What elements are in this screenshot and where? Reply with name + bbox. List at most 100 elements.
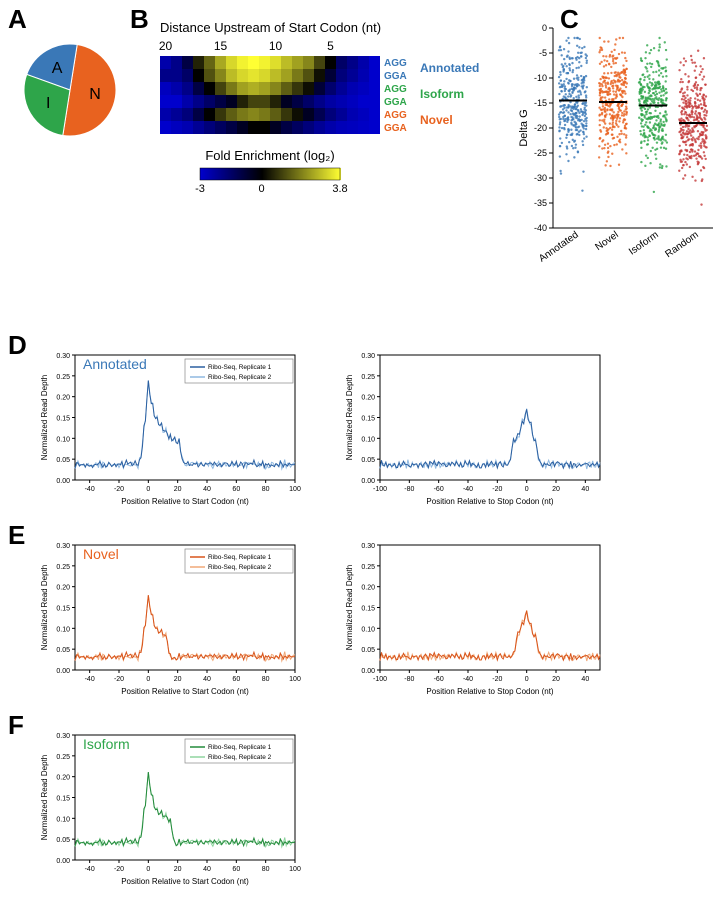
- svg-text:0.10: 0.10: [361, 436, 375, 443]
- svg-text:0.30: 0.30: [56, 353, 70, 360]
- panel-b-heatmap: Distance Upstream of Start Codon (nt)201…: [150, 18, 510, 228]
- panel-a-pie: N A I: [15, 35, 125, 145]
- svg-text:20: 20: [174, 866, 182, 873]
- svg-text:3.8: 3.8: [332, 183, 347, 195]
- svg-text:AGG: AGG: [384, 84, 407, 95]
- svg-text:A: A: [52, 60, 63, 77]
- svg-text:Fold Enrichment (log₂): Fold Enrichment (log₂): [205, 148, 334, 163]
- svg-text:40: 40: [203, 866, 211, 873]
- svg-text:0.05: 0.05: [361, 647, 375, 654]
- svg-text:-20: -20: [114, 486, 124, 493]
- svg-text:-30: -30: [534, 173, 547, 183]
- svg-text:Novel: Novel: [83, 546, 119, 562]
- svg-text:0.05: 0.05: [56, 647, 70, 654]
- svg-text:-40: -40: [534, 223, 547, 233]
- svg-text:Delta G: Delta G: [518, 109, 530, 146]
- svg-text:Ribo-Seq, Replicate 2: Ribo-Seq, Replicate 2: [208, 754, 272, 761]
- svg-text:Normalized Read Depth: Normalized Read Depth: [345, 375, 354, 460]
- svg-text:Position Relative to Start Cod: Position Relative to Start Codon (nt): [121, 877, 249, 886]
- svg-text:AGG: AGG: [384, 110, 407, 121]
- svg-text:Annotated: Annotated: [537, 229, 581, 264]
- panel-a-label: A: [8, 4, 27, 35]
- svg-text:N: N: [89, 86, 101, 103]
- svg-text:-25: -25: [534, 148, 547, 158]
- svg-text:0.10: 0.10: [56, 436, 70, 443]
- svg-text:0.15: 0.15: [361, 416, 375, 423]
- svg-text:60: 60: [232, 676, 240, 683]
- svg-text:Isoform: Isoform: [627, 229, 661, 257]
- svg-text:0.30: 0.30: [361, 543, 375, 550]
- svg-text:GGA: GGA: [384, 123, 407, 134]
- svg-text:0.10: 0.10: [361, 626, 375, 633]
- svg-text:0: 0: [259, 183, 265, 195]
- svg-text:0.15: 0.15: [56, 606, 70, 613]
- svg-text:Position Relative to Stop Codo: Position Relative to Stop Codon (nt): [426, 687, 554, 696]
- svg-text:20: 20: [159, 39, 173, 53]
- svg-text:0: 0: [525, 676, 529, 683]
- svg-text:20: 20: [174, 676, 182, 683]
- panel-c-strip: 0-5-10-15-20-25-30-35-40Delta GAnnotated…: [515, 20, 725, 280]
- svg-text:-80: -80: [404, 676, 414, 683]
- svg-text:Novel: Novel: [593, 229, 620, 253]
- svg-text:0.00: 0.00: [361, 478, 375, 485]
- svg-text:0.05: 0.05: [56, 457, 70, 464]
- svg-text:0.30: 0.30: [56, 543, 70, 550]
- svg-text:Distance Upstream of Start Cod: Distance Upstream of Start Codon (nt): [160, 20, 381, 35]
- svg-text:0.05: 0.05: [56, 837, 70, 844]
- svg-text:Isoform: Isoform: [83, 736, 130, 752]
- svg-text:-20: -20: [114, 866, 124, 873]
- svg-text:0: 0: [146, 866, 150, 873]
- svg-text:-40: -40: [463, 486, 473, 493]
- svg-text:0.25: 0.25: [56, 374, 70, 381]
- svg-text:0.20: 0.20: [56, 775, 70, 782]
- svg-text:0.30: 0.30: [361, 353, 375, 360]
- svg-text:Novel: Novel: [420, 113, 453, 127]
- svg-text:0: 0: [542, 23, 547, 33]
- svg-text:Random: Random: [663, 229, 700, 260]
- svg-text:-60: -60: [434, 486, 444, 493]
- svg-text:GGA: GGA: [384, 71, 407, 82]
- svg-text:0: 0: [146, 486, 150, 493]
- svg-text:0.25: 0.25: [56, 564, 70, 571]
- svg-text:Isoform: Isoform: [420, 87, 464, 101]
- svg-text:-15: -15: [534, 98, 547, 108]
- svg-text:-20: -20: [492, 486, 502, 493]
- svg-text:Position Relative to Start Cod: Position Relative to Start Codon (nt): [121, 687, 249, 696]
- svg-text:40: 40: [203, 486, 211, 493]
- svg-text:Ribo-Seq, Replicate 2: Ribo-Seq, Replicate 2: [208, 564, 272, 571]
- svg-text:Ribo-Seq, Replicate 1: Ribo-Seq, Replicate 1: [208, 364, 272, 371]
- svg-text:0.20: 0.20: [56, 585, 70, 592]
- svg-text:Ribo-Seq, Replicate 1: Ribo-Seq, Replicate 1: [208, 744, 272, 751]
- svg-text:0.25: 0.25: [361, 374, 375, 381]
- svg-text:-3: -3: [195, 183, 205, 195]
- svg-text:Normalized Read Depth: Normalized Read Depth: [345, 565, 354, 650]
- svg-text:0.20: 0.20: [361, 395, 375, 402]
- svg-text:-35: -35: [534, 198, 547, 208]
- svg-text:0.10: 0.10: [56, 626, 70, 633]
- svg-text:100: 100: [289, 866, 301, 873]
- svg-text:-40: -40: [85, 486, 95, 493]
- panel-e-label: E: [8, 520, 25, 551]
- svg-text:0: 0: [525, 486, 529, 493]
- svg-text:-5: -5: [539, 48, 547, 58]
- svg-text:60: 60: [232, 866, 240, 873]
- svg-text:-100: -100: [373, 676, 387, 683]
- svg-text:-10: -10: [534, 73, 547, 83]
- panel-e-right: 0.000.050.100.150.200.250.30-100-80-60-4…: [340, 535, 620, 705]
- svg-text:20: 20: [552, 676, 560, 683]
- svg-text:Normalized Read Depth: Normalized Read Depth: [40, 565, 49, 650]
- svg-text:40: 40: [203, 676, 211, 683]
- svg-text:Annotated: Annotated: [420, 61, 479, 75]
- panel-d-label: D: [8, 330, 27, 361]
- svg-text:Ribo-Seq, Replicate 1: Ribo-Seq, Replicate 1: [208, 554, 272, 561]
- panel-e-left: 0.000.050.100.150.200.250.30-40-20020406…: [35, 535, 315, 705]
- svg-text:80: 80: [262, 676, 270, 683]
- svg-text:0: 0: [146, 676, 150, 683]
- svg-text:Position Relative to Start Cod: Position Relative to Start Codon (nt): [121, 497, 249, 506]
- svg-text:60: 60: [232, 486, 240, 493]
- svg-text:Ribo-Seq, Replicate 2: Ribo-Seq, Replicate 2: [208, 374, 272, 381]
- svg-text:I: I: [46, 95, 50, 112]
- svg-text:Position Relative to Stop Codo: Position Relative to Stop Codon (nt): [426, 497, 554, 506]
- svg-text:-60: -60: [434, 676, 444, 683]
- svg-text:20: 20: [552, 486, 560, 493]
